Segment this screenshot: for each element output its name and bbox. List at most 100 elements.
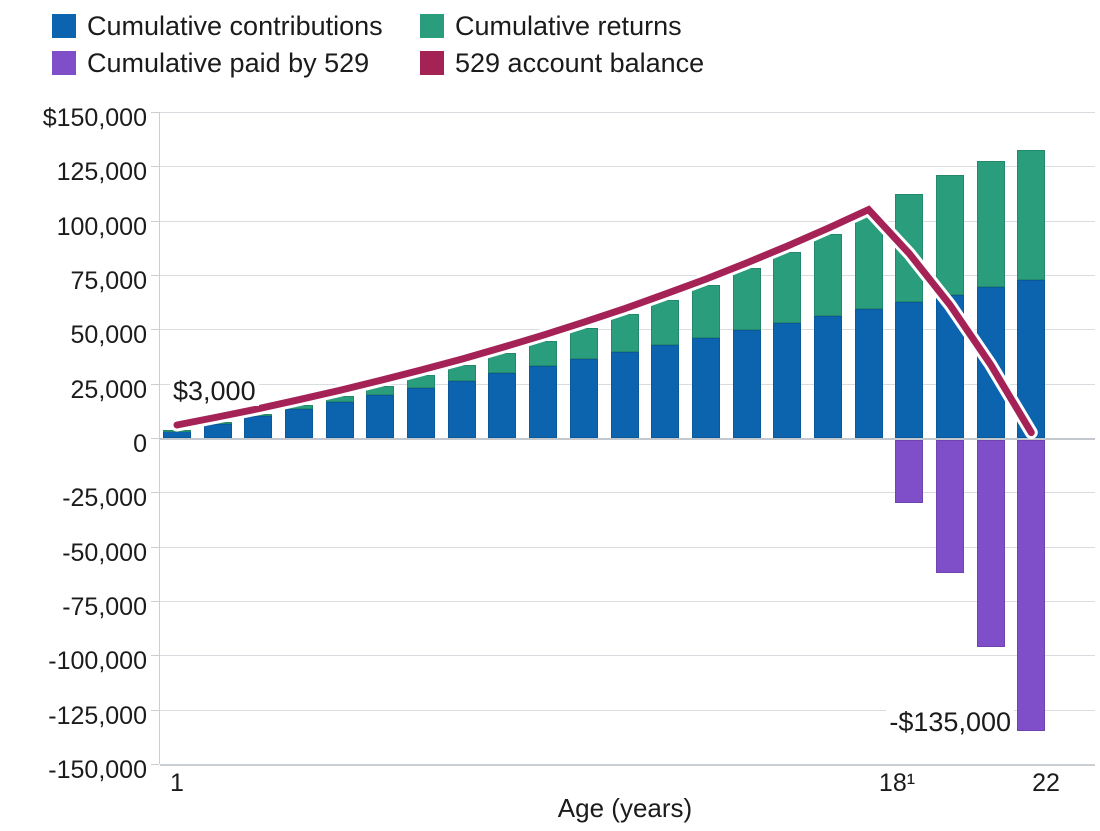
bar-paid-age-21 [976, 440, 1005, 647]
bar-returns-age-7 [407, 375, 436, 388]
legend-label: Cumulative returns [455, 11, 682, 41]
bar-returns-age-16 [773, 251, 802, 324]
bar-returns-age-17 [813, 233, 842, 317]
y-tick-mark [151, 547, 159, 548]
legend-item-4: 529 account balance [420, 48, 705, 78]
gridline [160, 547, 1095, 548]
bar-contributions-age-16 [773, 323, 802, 438]
bar-contributions-age-11 [569, 359, 598, 438]
y-tick-mark [151, 655, 159, 656]
y-tick-mark [151, 764, 159, 765]
y-tick-mark [151, 221, 159, 222]
y-axis-line [159, 112, 160, 764]
bar-contributions-age-14 [691, 337, 720, 438]
legend-swatch-icon [52, 51, 76, 75]
bar-paid-age-19 [895, 440, 924, 504]
gridline [160, 166, 1095, 167]
bar-returns-age-20 [935, 175, 964, 295]
gridline [160, 492, 1095, 493]
legend-label: 529 account balance [455, 48, 705, 78]
y-tick-label: 50,000 [70, 321, 147, 349]
gridline [160, 655, 1095, 656]
y-tick-mark [151, 329, 159, 330]
bar-contributions-age-7 [407, 387, 436, 438]
x-tick-label-22: 22 [1032, 769, 1060, 797]
bar-contributions-age-22 [1017, 280, 1046, 438]
bar-returns-age-14 [691, 284, 720, 338]
x-tick-label-1: 1 [170, 769, 184, 797]
bar-returns-age-3 [244, 414, 273, 417]
bar-contributions-age-20 [935, 294, 964, 438]
y-tick-label: $150,000 [42, 104, 147, 132]
bar-contributions-age-13 [651, 344, 680, 438]
y-tick-mark [151, 601, 159, 602]
legend-item-2: Cumulative returns [420, 11, 682, 41]
y-tick-label: 125,000 [56, 158, 147, 186]
y-tick-mark [151, 112, 159, 113]
bar-returns-age-12 [610, 314, 639, 352]
legend-label: Cumulative paid by 529 [87, 48, 370, 78]
bar-contributions-age-6 [366, 394, 395, 438]
bar-returns-age-15 [732, 268, 761, 331]
annotation-paid-total: -$135,000 [886, 708, 1014, 737]
y-tick-mark [151, 166, 159, 167]
legend-item-3: Cumulative paid by 529 [52, 48, 370, 78]
y-tick-label: -25,000 [62, 484, 147, 512]
y-tick-label: -150,000 [48, 756, 147, 784]
bar-contributions-age-8 [447, 380, 476, 438]
legend-swatch-icon [52, 14, 76, 38]
bar-returns-age-6 [366, 385, 395, 395]
x-tick-label-18: 18¹ [878, 769, 916, 797]
bar-contributions-age-5 [325, 402, 354, 438]
y-tick-mark [151, 438, 159, 439]
y-tick-mark [151, 275, 159, 276]
bar-contributions-age-17 [813, 316, 842, 438]
bar-returns-age-8 [447, 364, 476, 381]
gridline [160, 601, 1095, 602]
bar-contributions-age-10 [529, 366, 558, 438]
bar-contributions-age-9 [488, 373, 517, 438]
y-tick-mark [151, 492, 159, 493]
bar-contributions-age-2 [203, 423, 232, 438]
bar-contributions-age-12 [610, 351, 639, 438]
legend-swatch-icon [420, 14, 444, 38]
bar-returns-age-2 [203, 422, 232, 425]
bar-returns-age-1 [163, 430, 191, 433]
y-tick-label: -100,000 [48, 647, 147, 675]
y-tick-label: -75,000 [62, 593, 147, 621]
bar-returns-age-21 [976, 161, 1005, 288]
legend-label: Cumulative contributions [87, 11, 383, 41]
bar-returns-age-9 [488, 352, 517, 374]
y-tick-mark [151, 710, 159, 711]
bar-contributions-age-19 [895, 301, 924, 438]
bar-paid-age-20 [935, 440, 964, 573]
y-tick-label: 0 [133, 430, 147, 458]
bar-returns-age-13 [651, 299, 680, 345]
legend-item-1: Cumulative contributions [52, 11, 383, 41]
bar-returns-age-10 [529, 340, 558, 367]
bar-contributions-age-4 [285, 409, 313, 438]
gridline [160, 710, 1095, 711]
y-tick-mark [151, 384, 159, 385]
bar-returns-age-5 [325, 395, 354, 403]
y-tick-label: 25,000 [70, 376, 147, 404]
annotation-line-start: $3,000 [170, 377, 259, 406]
y-tick-label: -50,000 [62, 539, 147, 567]
bar-paid-age-22 [1017, 440, 1046, 732]
bar-returns-age-22 [1017, 149, 1046, 281]
bar-contributions-age-15 [732, 330, 761, 438]
legend-swatch-icon [420, 51, 444, 75]
y-tick-label: -125,000 [48, 702, 147, 730]
gridline [160, 112, 1095, 113]
x-axis-title: Age (years) [557, 793, 693, 823]
bar-returns-age-4 [285, 405, 313, 410]
bar-contributions-age-3 [244, 416, 273, 438]
y-tick-label: 100,000 [56, 213, 147, 241]
bar-contributions-age-18 [854, 308, 883, 438]
gridline [160, 764, 1095, 766]
bar-returns-age-11 [569, 327, 598, 360]
bar-contributions-age-21 [976, 287, 1005, 438]
bar-returns-age-19 [895, 193, 924, 302]
bar-returns-age-18 [854, 215, 883, 309]
